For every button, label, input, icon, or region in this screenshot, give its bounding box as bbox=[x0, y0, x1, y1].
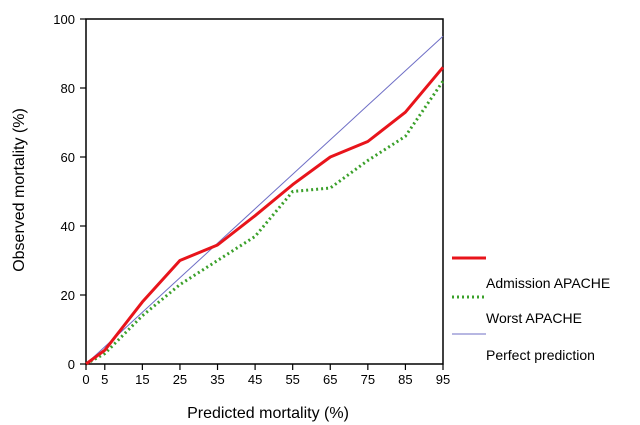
x-tick-label-45: 45 bbox=[248, 372, 262, 387]
x-tick-label-15: 15 bbox=[135, 372, 149, 387]
y-tick-label-80: 80 bbox=[61, 81, 75, 96]
y-axis-title: Observed mortality (%) bbox=[11, 108, 28, 272]
y-tick-label-20: 20 bbox=[61, 288, 75, 303]
legend-label-worst-apache: Worst APACHE bbox=[486, 310, 582, 326]
x-tick-label-0: 0 bbox=[82, 372, 89, 387]
x-tick-label-35: 35 bbox=[210, 372, 224, 387]
legend-label-admission-apache: Admission APACHE bbox=[486, 275, 610, 291]
legend: Admission APACHE Worst APACHE Perfect pr… bbox=[452, 256, 610, 363]
y-tick-label-0: 0 bbox=[68, 357, 75, 372]
x-tick-label-75: 75 bbox=[361, 372, 375, 387]
series-line-admission-apache bbox=[85, 66, 445, 366]
x-tick-label-65: 65 bbox=[323, 372, 337, 387]
y-tick-label-100: 100 bbox=[53, 12, 75, 27]
x-tick-label-95: 95 bbox=[436, 372, 450, 387]
x-tick-label-25: 25 bbox=[173, 372, 187, 387]
x-tick-label-55: 55 bbox=[285, 372, 299, 387]
legend-label-perfect-prediction: Perfect prediction bbox=[486, 347, 595, 363]
x-tick-label-5: 5 bbox=[101, 372, 108, 387]
y-tick-label-40: 40 bbox=[61, 219, 75, 234]
y-tick-label-60: 60 bbox=[61, 150, 75, 165]
x-axis-ticks: 0 5 15 25 35 45 55 65 75 85 95 bbox=[82, 364, 450, 387]
x-tick-label-85: 85 bbox=[398, 372, 412, 387]
plot-border bbox=[85, 18, 444, 365]
plot-frame bbox=[85, 18, 444, 365]
y-axis-ticks: 0 20 40 60 80 100 bbox=[53, 12, 86, 372]
x-axis-title: Predicted mortality (%) bbox=[187, 405, 349, 422]
series-layer bbox=[85, 35, 445, 366]
series-line-perfect-prediction bbox=[85, 35, 444, 365]
series-line-worst-apache bbox=[85, 80, 445, 366]
